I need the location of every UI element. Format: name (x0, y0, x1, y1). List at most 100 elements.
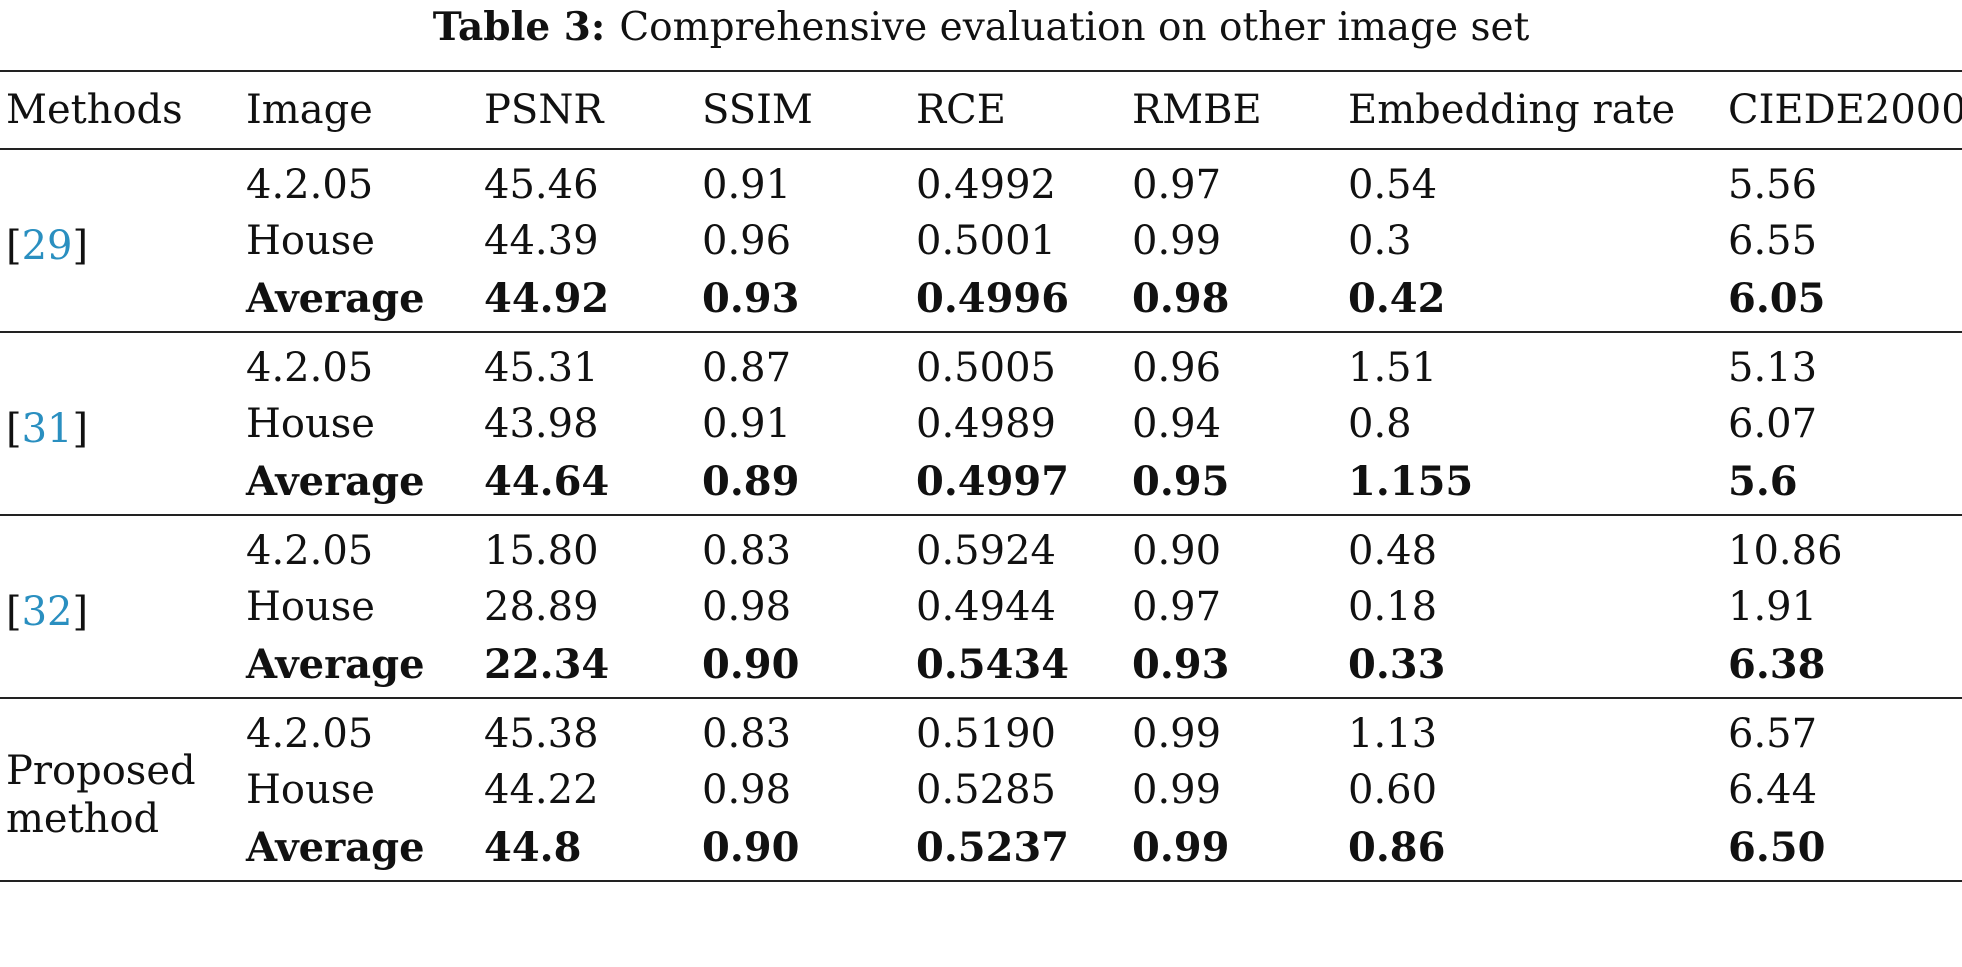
embedding-rate-cell: 0.42 (1348, 274, 1446, 322)
image-cell: House (246, 217, 375, 264)
ciede2000-cell: 6.50 (1728, 823, 1826, 871)
psnr-cell: 43.98 (484, 400, 599, 447)
header-embedding-rate: Embedding rate (1342, 70, 1722, 150)
rmbe-cell: 0.99 (1132, 217, 1222, 264)
table-number: Table 3: (432, 4, 606, 50)
table-row: House 43.98 0.91 0.4989 0.94 0.8 6.07 (0, 393, 1962, 454)
psnr-cell: 45.46 (484, 162, 599, 208)
psnr-cell: 44.22 (484, 766, 599, 813)
table-row: House 44.39 0.96 0.5001 0.99 0.3 6.55 (0, 210, 1962, 271)
ssim-cell: 0.90 (702, 640, 800, 688)
ciede2000-cell: 5.6 (1728, 457, 1798, 505)
embedding-rate-cell: 1.155 (1348, 457, 1474, 505)
table-row: [29] 4.2.05 45.46 0.91 0.4992 0.97 0.54 … (0, 149, 1962, 269)
psnr-cell: 44.92 (484, 274, 610, 322)
embedding-rate-cell: 0.33 (1348, 640, 1446, 688)
psnr-cell: 45.31 (484, 345, 599, 391)
image-cell: Average (246, 457, 425, 505)
image-cell: Average (246, 823, 425, 871)
rce-cell: 0.4944 (916, 583, 1056, 630)
ssim-cell: 0.83 (702, 528, 792, 574)
image-cell: House (246, 766, 375, 813)
citation-link[interactable]: 29 (21, 222, 73, 269)
ciede2000-cell: 10.86 (1728, 528, 1843, 574)
embedding-rate-cell: 0.8 (1348, 400, 1412, 447)
rce-cell: 0.5005 (916, 345, 1056, 391)
rmbe-cell: 0.97 (1132, 583, 1222, 630)
ssim-cell: 0.98 (702, 583, 792, 630)
psnr-cell: 15.80 (484, 528, 599, 574)
rmbe-cell: 0.97 (1132, 162, 1222, 208)
method-group-32: [32] 4.2.05 15.80 0.83 0.5924 0.90 0.48 … (0, 515, 1962, 698)
rce-cell: 0.5434 (916, 640, 1070, 688)
table-header: Methods Image PSNR SSIM RCE RMBE Embeddi… (0, 70, 1962, 150)
rce-cell: 0.4996 (916, 274, 1070, 322)
header-rmbe: RMBE (1126, 70, 1342, 150)
image-cell: Average (246, 640, 425, 688)
ciede2000-cell: 6.55 (1728, 217, 1818, 264)
ssim-cell: 0.93 (702, 274, 800, 322)
table-row: House 44.22 0.98 0.5285 0.99 0.60 6.44 (0, 759, 1962, 820)
table-row: [31] 4.2.05 45.31 0.87 0.5005 0.96 1.51 … (0, 332, 1962, 452)
rmbe-cell: 0.95 (1132, 457, 1230, 505)
ciede2000-cell: 1.91 (1728, 583, 1818, 630)
rmbe-cell: 0.96 (1132, 345, 1222, 391)
rce-cell: 0.5190 (916, 711, 1056, 757)
embedding-rate-cell: 0.60 (1348, 766, 1438, 813)
table-row: [32] 4.2.05 15.80 0.83 0.5924 0.90 0.48 … (0, 515, 1962, 635)
image-cell: 4.2.05 (246, 528, 374, 574)
ciede2000-cell: 6.05 (1728, 274, 1826, 322)
ciede2000-cell: 6.44 (1728, 766, 1818, 813)
psnr-cell: 44.64 (484, 457, 610, 505)
header-psnr: PSNR (478, 70, 696, 150)
embedding-rate-cell: 0.86 (1348, 823, 1446, 871)
rce-cell: 0.5285 (916, 766, 1056, 813)
ciede2000-cell: 6.38 (1728, 640, 1826, 688)
method-cell: [31] (6, 405, 89, 452)
image-cell: House (246, 400, 375, 447)
header-ciede2000: CIEDE2000 (1722, 70, 1962, 150)
table-row: Proposed method 4.2.05 45.38 0.83 0.5190 … (0, 698, 1962, 842)
header-rce: RCE (910, 70, 1126, 150)
rmbe-cell: 0.99 (1132, 823, 1230, 871)
method-group-31: [31] 4.2.05 45.31 0.87 0.5005 0.96 1.51 … (0, 332, 1962, 515)
image-cell: 4.2.05 (246, 711, 374, 757)
ciede2000-cell: 5.56 (1728, 162, 1818, 208)
ssim-cell: 0.91 (702, 162, 792, 208)
rce-cell: 0.4997 (916, 457, 1070, 505)
citation-link[interactable]: 32 (21, 588, 73, 635)
image-cell: House (246, 583, 375, 630)
method-group-29: [29] 4.2.05 45.46 0.91 0.4992 0.97 0.54 … (0, 149, 1962, 332)
method-group-proposed: Proposed method 4.2.05 45.38 0.83 0.5190 … (0, 698, 1962, 881)
ssim-cell: 0.96 (702, 217, 792, 264)
method-cell: [32] (6, 588, 89, 635)
embedding-rate-cell: 1.13 (1348, 711, 1438, 757)
rce-cell: 0.4989 (916, 400, 1056, 447)
rmbe-cell: 0.99 (1132, 711, 1222, 757)
embedding-rate-cell: 0.54 (1348, 162, 1438, 208)
psnr-cell: 28.89 (484, 583, 599, 630)
rce-cell: 0.5001 (916, 217, 1056, 264)
table-title: Comprehensive evaluation on other image … (619, 5, 1530, 50)
table-row: House 28.89 0.98 0.4944 0.97 0.18 1.91 (0, 576, 1962, 637)
citation-link[interactable]: 31 (21, 405, 73, 452)
embedding-rate-cell: 0.3 (1348, 217, 1412, 264)
rmbe-cell: 0.99 (1132, 766, 1222, 813)
average-row: Average 22.34 0.90 0.5434 0.93 0.33 6.38 (0, 637, 1962, 698)
rmbe-cell: 0.98 (1132, 274, 1230, 322)
average-row: Average 44.92 0.93 0.4996 0.98 0.42 6.05 (0, 271, 1962, 332)
method-cell: [29] (6, 222, 89, 269)
ciede2000-cell: 6.57 (1728, 711, 1818, 757)
ssim-cell: 0.83 (702, 711, 792, 757)
method-label-line2: method (6, 795, 160, 842)
ssim-cell: 0.98 (702, 766, 792, 813)
header-image: Image (240, 70, 478, 150)
ssim-cell: 0.91 (702, 400, 792, 447)
method-cell: Proposed method (0, 698, 240, 881)
image-cell: 4.2.05 (246, 162, 374, 208)
rmbe-cell: 0.94 (1132, 400, 1222, 447)
evaluation-table: Methods Image PSNR SSIM RCE RMBE Embeddi… (0, 70, 1962, 882)
embedding-rate-cell: 1.51 (1348, 345, 1438, 391)
rmbe-cell: 0.93 (1132, 640, 1230, 688)
header-ssim: SSIM (696, 70, 910, 150)
